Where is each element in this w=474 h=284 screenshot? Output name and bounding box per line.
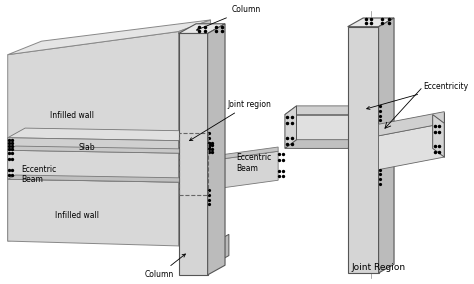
- Polygon shape: [8, 32, 179, 241]
- Polygon shape: [8, 175, 186, 182]
- Text: Slab: Slab: [79, 143, 95, 152]
- Polygon shape: [379, 112, 444, 136]
- Polygon shape: [285, 140, 359, 148]
- Polygon shape: [8, 179, 179, 246]
- Polygon shape: [8, 150, 179, 182]
- Polygon shape: [285, 106, 359, 114]
- Polygon shape: [8, 128, 196, 141]
- Polygon shape: [208, 24, 225, 275]
- Polygon shape: [179, 20, 210, 217]
- Text: Infilled wall: Infilled wall: [55, 210, 99, 220]
- Polygon shape: [8, 20, 210, 55]
- Text: Column: Column: [197, 5, 261, 30]
- Polygon shape: [8, 146, 186, 153]
- Polygon shape: [379, 123, 444, 170]
- Polygon shape: [211, 234, 229, 265]
- Text: Column: Column: [145, 254, 185, 279]
- Text: Eccentricity: Eccentricity: [367, 82, 468, 109]
- Text: Joint region: Joint region: [190, 100, 271, 141]
- Text: Joint Region: Joint Region: [352, 263, 406, 272]
- Polygon shape: [285, 114, 348, 148]
- Polygon shape: [379, 18, 394, 273]
- Polygon shape: [179, 182, 208, 253]
- Polygon shape: [179, 131, 196, 153]
- Text: Eccentric
Beam: Eccentric Beam: [21, 165, 56, 184]
- Polygon shape: [8, 138, 179, 153]
- Polygon shape: [285, 106, 297, 148]
- Text: Infilled wall: Infilled wall: [50, 111, 94, 120]
- Polygon shape: [179, 24, 225, 34]
- Polygon shape: [433, 114, 444, 157]
- Polygon shape: [348, 27, 379, 273]
- Polygon shape: [208, 147, 278, 161]
- Polygon shape: [348, 18, 394, 27]
- Polygon shape: [182, 244, 211, 265]
- Bar: [179, 133, 208, 195]
- Text: Eccentric
Beam: Eccentric Beam: [237, 153, 272, 173]
- Polygon shape: [179, 34, 208, 275]
- Polygon shape: [208, 151, 278, 190]
